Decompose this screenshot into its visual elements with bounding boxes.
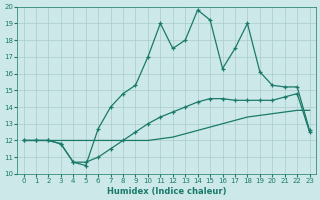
X-axis label: Humidex (Indice chaleur): Humidex (Indice chaleur) [107, 187, 226, 196]
